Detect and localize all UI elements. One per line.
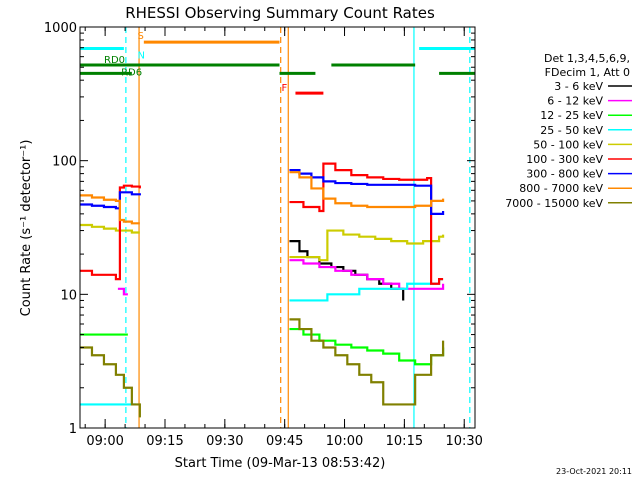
legend-label-7: 800 - 7000 keV [519, 182, 603, 195]
flag-label-n: N [137, 51, 144, 62]
x-tick-label-6: 10:30 [445, 434, 482, 449]
plot-frame [79, 26, 476, 429]
series-line-4-1 [289, 229, 445, 262]
series-line-4-0 [80, 223, 140, 234]
data-layer [80, 27, 475, 428]
legend-label-5: 100 - 300 keV [526, 153, 603, 166]
legend-label-0: 3 - 6 keV [554, 80, 603, 93]
legend-label-8: 7000 - 15000 keV [505, 197, 603, 210]
series-line-1-1 [289, 259, 445, 290]
x-tick-label-5: 10:15 [386, 434, 423, 449]
y-tick-label-2: 100 [52, 155, 77, 170]
series-line-7-1 [289, 171, 445, 209]
footer-date: 23-Oct-2021 20:11 [556, 467, 632, 476]
legend-header-line-1: Det 1,3,4,5,6,9, [544, 52, 630, 65]
series-line-5-1 [289, 162, 444, 285]
y-tick-label-3: 1000 [44, 21, 77, 36]
y-tick-label-0: 1 [69, 422, 77, 437]
series-line-1-0 [117, 287, 128, 296]
chart-title: RHESSI Observing Summary Count Rates [125, 4, 435, 22]
legend-label-3: 25 - 50 keV [540, 124, 603, 137]
y-tick-label-1: 10 [60, 288, 77, 303]
flag-label-rd0: RD0 [104, 55, 125, 66]
x-tick-label-0: 09:00 [86, 434, 123, 449]
legend-label-2: 12 - 25 keV [540, 109, 603, 122]
x-tick-label-4: 10:00 [326, 434, 363, 449]
legend-label-6: 300 - 800 keV [526, 168, 603, 181]
series-line-8-0 [80, 346, 141, 418]
x-axis-label: Start Time (09-Mar-13 08:53:42) [175, 456, 386, 471]
series-line-5-0 [80, 184, 141, 281]
legend: Det 1,3,4,5,6,9, FDecim 1, Att 0 3 - 6 k… [505, 52, 632, 210]
legend-label-4: 50 - 100 keV [533, 138, 603, 151]
series-line-7-0 [80, 194, 140, 225]
series-line-2-1 [289, 327, 445, 366]
flag-label-s: S [137, 31, 143, 42]
series-line-6-1 [289, 169, 445, 215]
x-tick-label-2: 09:30 [206, 434, 243, 449]
legend-label-1: 6 - 12 keV [547, 95, 603, 108]
x-tick-label-3: 09:45 [266, 434, 303, 449]
series-line-8-1 [289, 318, 445, 406]
series-line-6-0 [80, 191, 141, 210]
flag-label-rd6: RD6 [121, 67, 142, 78]
y-axis-label: Count Rate (s⁻¹ detector⁻¹) [19, 140, 34, 317]
legend-header-line-2: FDecim 1, Att 0 [545, 66, 630, 79]
flag-label-f: F [281, 83, 287, 94]
x-tick-label-1: 09:15 [146, 434, 183, 449]
